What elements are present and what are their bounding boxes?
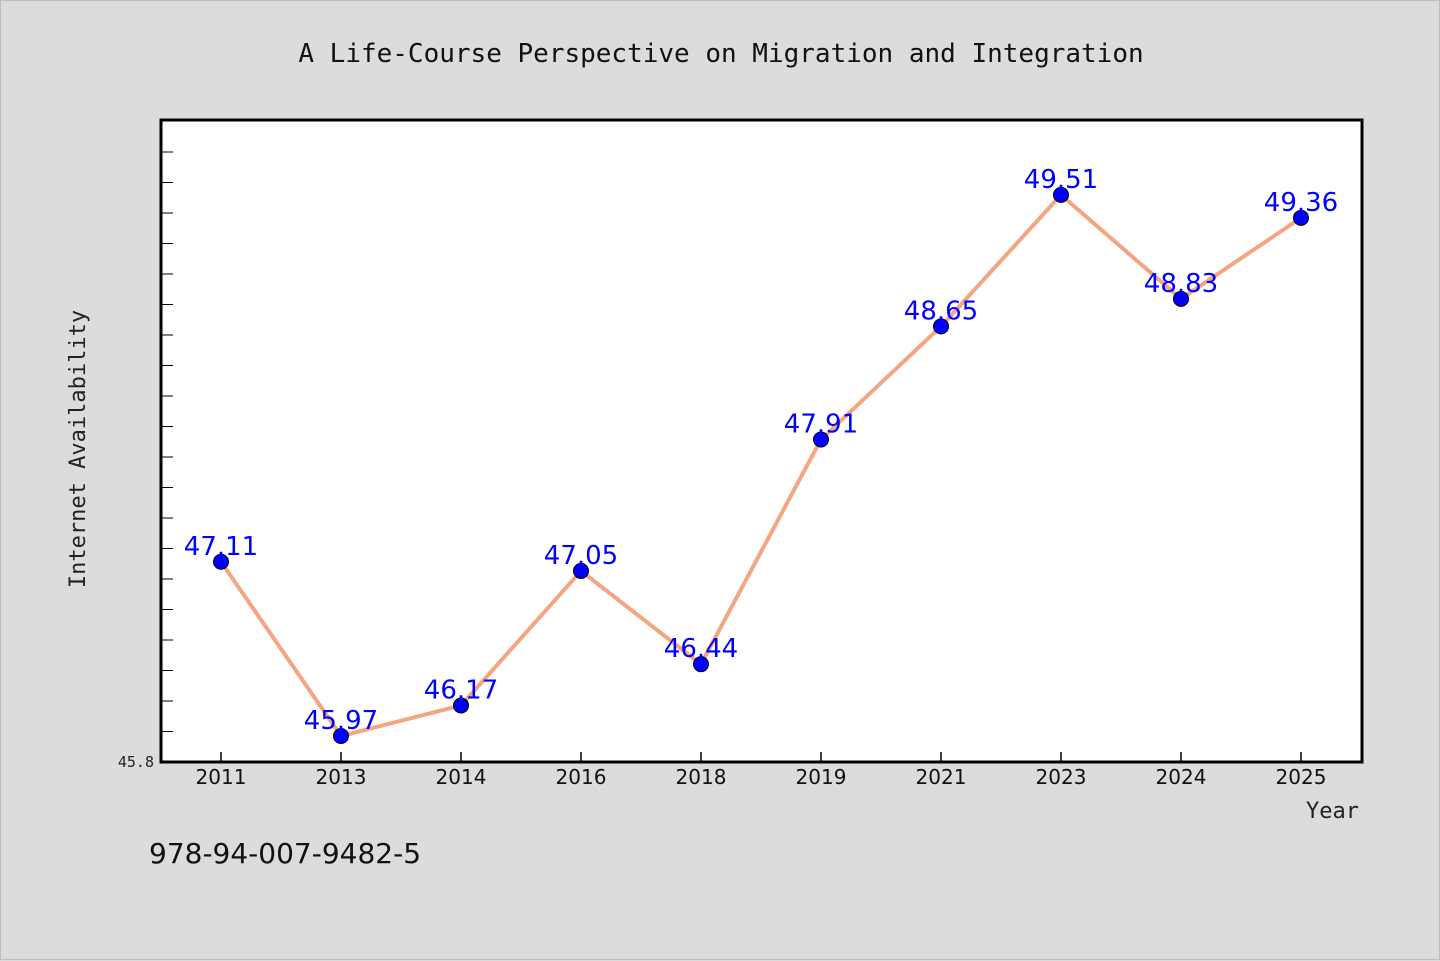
y-axis-ticks: [161, 151, 173, 732]
isbn-text: 978-94-007-9482-5: [149, 837, 421, 870]
x-axis-label: Year: [1306, 799, 1359, 824]
data-label-2021: 48.65: [904, 296, 978, 326]
data-point-2016: [573, 562, 589, 579]
x-tick-label-2014: 2014: [436, 765, 487, 789]
data-label-2024: 48.83: [1144, 269, 1218, 299]
x-tick-label-2024: 2024: [1156, 765, 1207, 789]
data-point-2019: [813, 431, 829, 448]
x-axis-ticks: 2011 2013 2014 2016 2018 2019 2021 2023 2024 2025: [196, 752, 1327, 789]
y-tick-label-min: 45.8: [118, 753, 154, 771]
data-point-2011: [213, 553, 229, 570]
x-tick-label-2025: 2025: [1276, 765, 1327, 789]
x-tick-label-2018: 2018: [676, 765, 727, 789]
data-label-2016: 47.05: [544, 541, 618, 571]
data-label-2011: 47.11: [184, 532, 258, 562]
y-axis-label: Internet Availability: [66, 310, 91, 588]
series-group: 47.11 45.97 46.17 47.05 46.44 47.91 48.65 49.51…: [184, 165, 1338, 745]
chart-title: A Life-Course Perspective on Migration a…: [298, 39, 1143, 69]
data-label-2014: 46.17: [424, 675, 498, 705]
data-label-2018: 46.44: [664, 634, 738, 664]
data-point-2014: [453, 697, 469, 714]
plot-area: [159, 118, 1364, 764]
data-label-2013: 45.97: [304, 706, 378, 736]
x-tick-label-2013: 2013: [316, 765, 367, 789]
x-tick-label-2011: 2011: [196, 765, 247, 789]
x-tick-label-2019: 2019: [796, 765, 847, 789]
data-label-2025: 49.36: [1264, 188, 1338, 218]
x-tick-label-2021: 2021: [916, 765, 967, 789]
series-line: [219, 192, 1303, 739]
data-point-2021: [933, 318, 949, 335]
data-point-2013: [333, 728, 349, 745]
x-tick-label-2023: 2023: [1036, 765, 1087, 789]
data-point-2025: [1293, 209, 1309, 226]
data-label-2023: 49.51: [1024, 165, 1098, 195]
x-tick-label-2016: 2016: [556, 765, 607, 789]
data-point-2023: [1053, 186, 1069, 203]
data-label-2019: 47.91: [784, 409, 858, 439]
data-point-2024: [1173, 290, 1189, 307]
data-point-2018: [693, 656, 709, 673]
